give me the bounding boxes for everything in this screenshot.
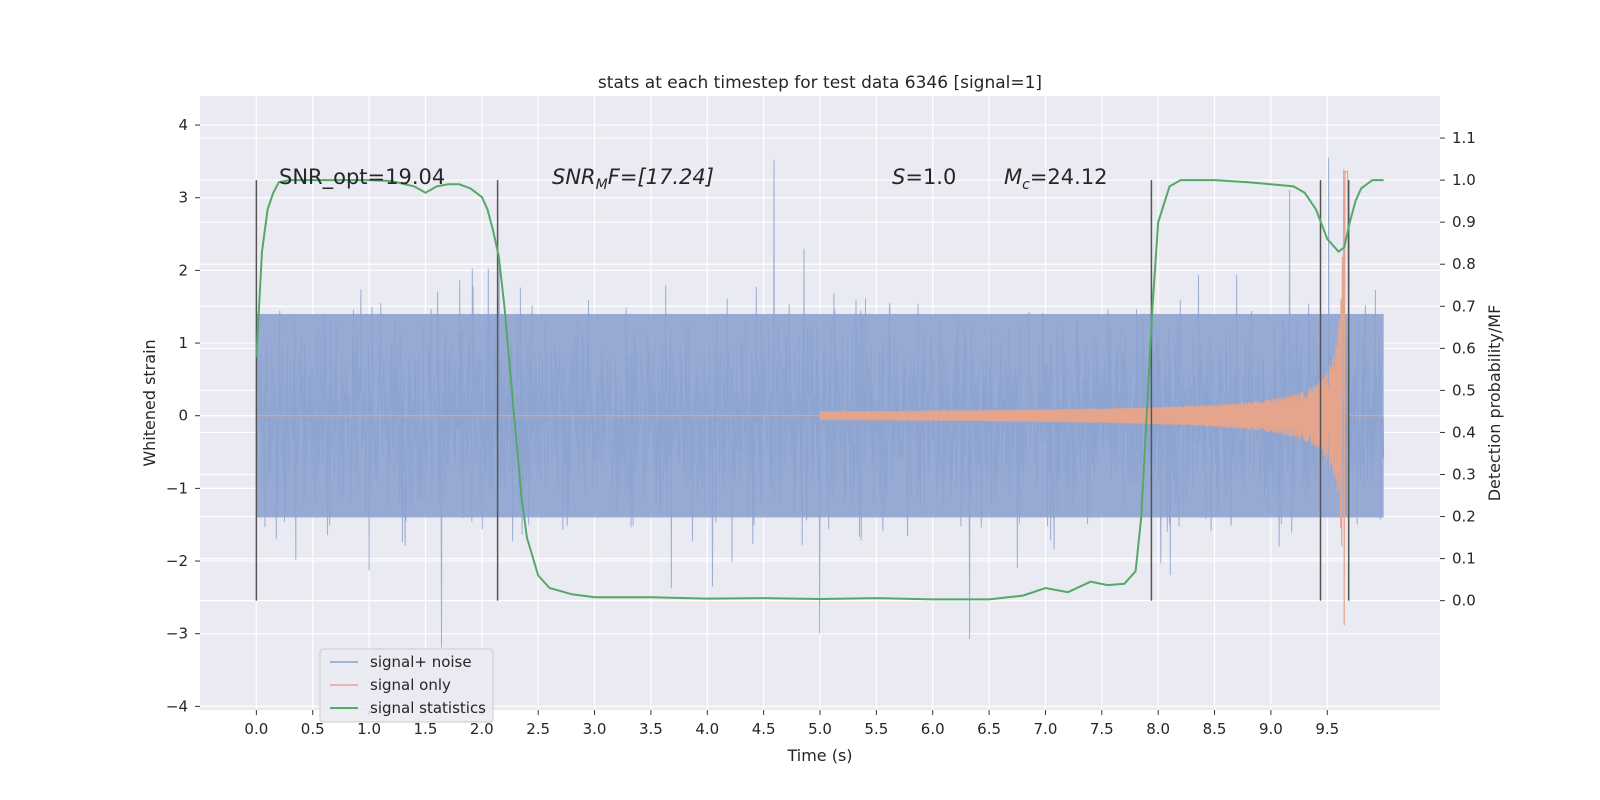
right-y-axis-label: Detection probability/MF bbox=[1485, 305, 1504, 502]
right-tick-label: 0.7 bbox=[1452, 297, 1476, 315]
y-tick-label: 1 bbox=[178, 334, 188, 352]
right-tick-label: 0.2 bbox=[1452, 508, 1476, 526]
x-tick-label: 7.0 bbox=[1034, 720, 1058, 738]
signal-statistics-series bbox=[255, 179, 1384, 601]
legend-label-signal: signal only bbox=[370, 676, 451, 694]
x-tick-label: 8.0 bbox=[1146, 720, 1170, 738]
annotation-snr-mf-rest: F=[17.24] bbox=[608, 165, 714, 189]
y-axis-label: Whitened strain bbox=[140, 339, 159, 466]
annotation-snr-mf: SNRMF=[17.24] bbox=[552, 165, 714, 193]
annotation-mc: Mc=24.12 bbox=[1004, 165, 1108, 193]
x-tick-label: 4.0 bbox=[695, 720, 719, 738]
x-tick-label: 1.0 bbox=[357, 720, 381, 738]
signal-only-series bbox=[256, 169, 1384, 626]
x-tick-label: 7.5 bbox=[1090, 720, 1114, 738]
y-axis-ticks: −4 −3 −2 −1 0 1 2 3 4 bbox=[166, 116, 200, 715]
x-axis-label: Time (s) bbox=[786, 746, 852, 765]
annotation-snr-mf-main: SNR bbox=[552, 165, 596, 189]
y-tick-label: −3 bbox=[166, 625, 188, 643]
right-y-axis-ticks: 0.0 0.1 0.2 0.3 0.4 0.5 0.6 0.7 0.8 0.9 1.0 1.1 bbox=[1440, 129, 1476, 610]
legend-box bbox=[319, 648, 494, 723]
legend-label-noise: signal+ noise bbox=[370, 653, 472, 671]
right-tick-label: 1.1 bbox=[1452, 129, 1476, 147]
annotation-s: S=1.0 bbox=[892, 165, 956, 189]
x-tick-label: 2.0 bbox=[470, 720, 494, 738]
x-tick-label: 9.0 bbox=[1259, 720, 1283, 738]
x-tick-label: 6.5 bbox=[977, 720, 1001, 738]
right-tick-label: 0.3 bbox=[1452, 465, 1476, 483]
annotation-s-main: S bbox=[892, 165, 905, 189]
x-tick-label: 1.5 bbox=[414, 720, 438, 738]
legend: signal+ noise signal only signal statist… bbox=[319, 648, 494, 723]
right-tick-label: 0.5 bbox=[1452, 381, 1476, 399]
chart-title: stats at each timestep for test data 634… bbox=[598, 73, 1042, 93]
detection-markers bbox=[255, 180, 1350, 601]
annotation-mc-rest: =24.12 bbox=[1030, 165, 1108, 189]
x-tick-label: 6.0 bbox=[921, 720, 945, 738]
y-tick-label: −1 bbox=[166, 479, 188, 497]
right-tick-label: 0.6 bbox=[1452, 339, 1476, 357]
signal-chirp-line bbox=[256, 169, 1384, 626]
y-tick-label: 3 bbox=[178, 189, 188, 207]
y-tick-label: 4 bbox=[178, 116, 188, 134]
y-tick-label: 2 bbox=[178, 261, 188, 279]
x-tick-label: 9.5 bbox=[1315, 720, 1339, 738]
right-tick-label: 0.9 bbox=[1452, 213, 1476, 231]
x-axis-ticks: 0.0 0.5 1.0 1.5 2.0 2.5 3.0 3.5 4.0 4.5 5.0 5.5 6.0 6… bbox=[244, 710, 1339, 738]
y-tick-label: −4 bbox=[166, 697, 188, 715]
x-tick-label: 8.5 bbox=[1203, 720, 1227, 738]
x-tick-label: 3.0 bbox=[583, 720, 607, 738]
annotation-s-rest: =1.0 bbox=[905, 165, 956, 189]
x-tick-label: 5.5 bbox=[864, 720, 888, 738]
right-tick-label: 0.4 bbox=[1452, 423, 1476, 441]
x-tick-label: 3.5 bbox=[639, 720, 663, 738]
x-tick-label: 2.5 bbox=[526, 720, 550, 738]
annotation-mc-sub: c bbox=[1022, 177, 1030, 193]
right-tick-label: 0.8 bbox=[1452, 255, 1476, 273]
x-tick-label: 0.0 bbox=[244, 720, 268, 738]
x-tick-label: 4.5 bbox=[752, 720, 776, 738]
x-tick-label: 5.0 bbox=[808, 720, 832, 738]
right-tick-label: 0.0 bbox=[1452, 592, 1476, 610]
annotation-mc-main: M bbox=[1004, 165, 1022, 189]
legend-label-statistics: signal statistics bbox=[370, 699, 486, 717]
annotation-snr-opt: SNR_opt=19.04 bbox=[279, 165, 445, 190]
y-tick-label: 0 bbox=[178, 407, 188, 425]
right-tick-label: 1.0 bbox=[1452, 171, 1476, 189]
annotation-snr-mf-sub: M bbox=[596, 177, 608, 193]
x-tick-label: 0.5 bbox=[301, 720, 325, 738]
y-tick-label: −2 bbox=[166, 552, 188, 570]
statistics-line bbox=[255, 179, 1384, 601]
right-tick-label: 0.1 bbox=[1452, 550, 1476, 568]
